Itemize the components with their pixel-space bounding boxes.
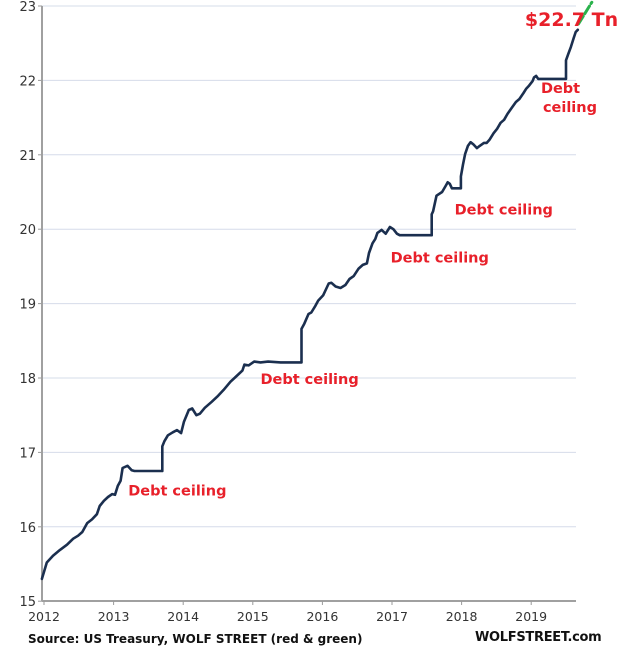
projection-series-line bbox=[577, 0, 594, 26]
y-tick-label: 16 bbox=[19, 521, 36, 536]
total-debt-annotation: $22.7 Tn bbox=[525, 9, 618, 31]
y-tick-label: 23 bbox=[19, 0, 36, 15]
y-tick-label: 15 bbox=[19, 595, 36, 610]
x-tick-label: 2013 bbox=[98, 609, 130, 624]
y-tick-label: 20 bbox=[19, 223, 36, 238]
x-tick-labels: 2012 2013 2014 2015 2016 2017 2018 2019 bbox=[28, 609, 547, 624]
brand-label: WOLFSTREET.com bbox=[475, 630, 602, 645]
y-tick-label: 22 bbox=[19, 74, 36, 89]
axes bbox=[38, 5, 576, 605]
y-tick-label: 21 bbox=[19, 149, 36, 164]
x-tick-label: 2019 bbox=[515, 609, 547, 624]
debt-series-line bbox=[40, 28, 580, 581]
debt-ceiling-annotation: Debt ceiling bbox=[128, 484, 226, 500]
y-tick-label: 17 bbox=[19, 446, 36, 461]
debt-ceiling-annotation: Debt ceiling bbox=[391, 251, 489, 267]
x-tick-label: 2012 bbox=[28, 609, 60, 624]
source-note: Source: US Treasury, WOLF STREET (red & … bbox=[28, 632, 363, 646]
y-tick-labels: 15 16 17 18 19 20 21 22 23 bbox=[19, 0, 36, 610]
debt-ceiling-annotation: Debt ceiling bbox=[260, 372, 358, 388]
debt-ceiling-annotation: Debt ceiling bbox=[541, 81, 597, 116]
x-tick-label: 2015 bbox=[237, 609, 269, 624]
debt-ceiling-annotation: Debt ceiling bbox=[455, 202, 553, 218]
y-tick-label: 18 bbox=[19, 372, 36, 387]
x-tick-label: 2018 bbox=[446, 609, 478, 624]
gridlines bbox=[42, 5, 576, 528]
series-lines bbox=[40, 0, 594, 581]
x-tick-label: 2017 bbox=[376, 609, 408, 624]
x-tick-label: 2014 bbox=[167, 609, 199, 624]
x-tick-label: 2016 bbox=[306, 609, 338, 624]
y-tick-label: 19 bbox=[19, 298, 36, 313]
annotations: $22.7 Tn Debt ceiling Debt ceiling Debt cei… bbox=[128, 9, 618, 499]
